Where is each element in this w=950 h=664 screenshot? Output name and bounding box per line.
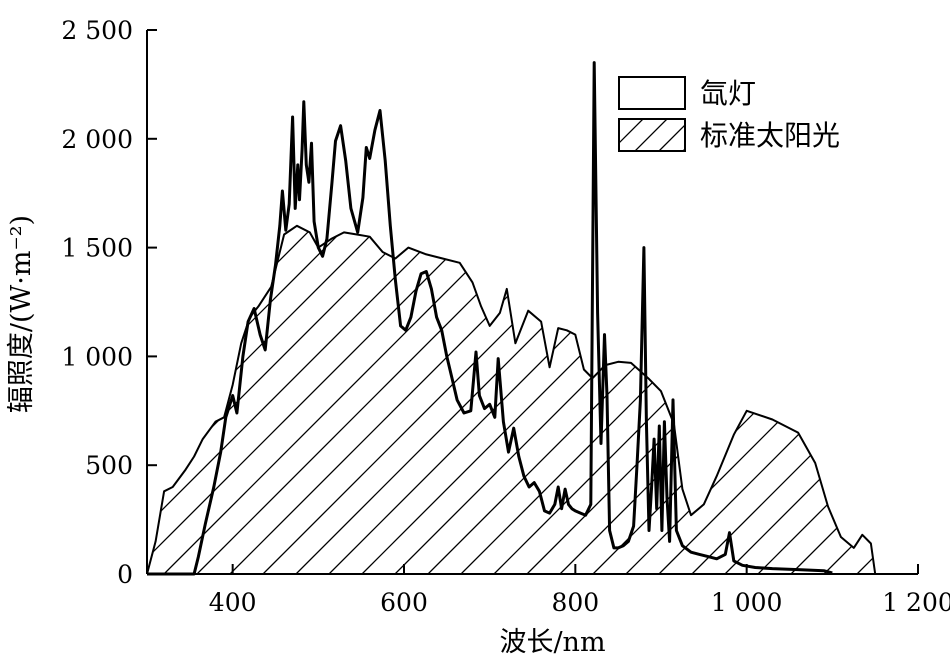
legend-hatch-standard-sunlight	[619, 119, 685, 151]
hatch-line	[460, 225, 876, 575]
x-tick-label: 800	[551, 588, 599, 617]
x-tick-label: 600	[380, 588, 428, 617]
x-tick-label: 400	[209, 588, 257, 617]
y-tick-label: 500	[85, 451, 133, 480]
x-tick-label: 1 000	[711, 588, 783, 617]
hatch-pattern	[147, 30, 950, 575]
series-group	[147, 61, 833, 576]
hatch-line	[658, 225, 876, 575]
hatch-line	[856, 225, 876, 575]
legend-swatch-standard-sunlight	[618, 118, 686, 152]
y-axis-ticks: 0 500 1 000 1 500 2 000 2 500	[61, 16, 157, 589]
hatch-line	[147, 225, 676, 575]
x-tick-label: 1 200	[882, 588, 950, 617]
hatch-line	[923, 30, 950, 574]
hatch-line	[427, 225, 876, 575]
legend-label-xenon-lamp: 氙灯	[700, 77, 756, 110]
hatch-line	[890, 30, 950, 574]
hatch-line	[625, 225, 876, 575]
hatch-line	[757, 225, 876, 575]
y-axis-label: 辐照度/(W·m⁻²)	[6, 215, 37, 413]
x-axis-label: 波长/nm	[499, 627, 605, 658]
legend-label-standard-sunlight: 标准太阳光	[700, 119, 840, 152]
series-line-xenon-lamp	[147, 61, 833, 576]
hatch-line	[147, 225, 643, 575]
y-tick-label: 1 500	[61, 234, 133, 263]
hatch-line	[691, 225, 876, 575]
hatch-line	[147, 225, 379, 575]
hatch-line	[147, 225, 577, 575]
hatch-line	[147, 225, 412, 575]
y-tick-label: 2 000	[61, 125, 133, 154]
hatch-line	[196, 225, 742, 575]
hatch-line	[147, 225, 313, 575]
axes	[146, 30, 918, 575]
hatch-line	[790, 225, 876, 575]
hatch-line	[262, 225, 808, 575]
hatch-line	[658, 124, 685, 151]
hatch-line	[295, 225, 841, 575]
y-tick-label: 0	[117, 560, 133, 589]
standard-sunlight-hatched-area	[146, 30, 950, 575]
hatch-line	[147, 225, 478, 575]
hatch-line	[619, 119, 644, 144]
x-axis-ticks: 400 600 800 1 000 1 200	[209, 564, 950, 617]
hatch-line	[147, 225, 280, 575]
hatch-line	[493, 225, 876, 575]
hatch-line	[634, 119, 668, 151]
hatch-line	[147, 225, 346, 575]
series-line-standard-sunlight	[146, 224, 877, 575]
hatch-line	[559, 225, 876, 575]
y-tick-label: 2 500	[61, 16, 133, 45]
hatch-line	[724, 225, 876, 575]
y-tick-label: 1 000	[61, 342, 133, 371]
hatch-line	[592, 225, 876, 575]
hatch-line	[163, 225, 709, 575]
hatch-line	[823, 225, 876, 575]
hatch-line	[328, 225, 874, 575]
legend-swatch-xenon-lamp	[618, 76, 686, 110]
legend: 氙灯 标准太阳光	[618, 76, 840, 152]
hatch-line	[619, 119, 620, 120]
